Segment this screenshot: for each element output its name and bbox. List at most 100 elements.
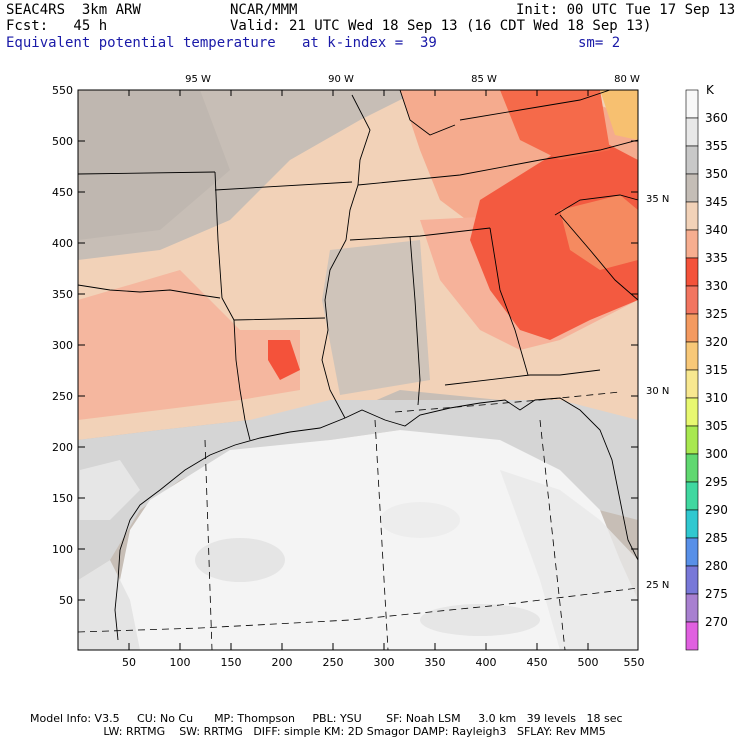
meridian-85w	[539, 419, 566, 650]
x-tick-label: 250	[323, 656, 344, 669]
y-tick-marks	[78, 140, 638, 601]
legend-swatch	[685, 145, 699, 175]
x-tick-marks	[128, 90, 589, 650]
x-tick-label: 300	[374, 656, 395, 669]
legend-level-label: 335	[705, 251, 728, 265]
model-info-line1: Model Info: V3.5 CU: No Cu MP: Thompson …	[30, 712, 623, 725]
lat-label-25n: 25 N	[646, 580, 669, 591]
legend-level-label: 290	[705, 503, 728, 517]
legend-level-label: 315	[705, 363, 728, 377]
parallel-25n	[78, 587, 638, 633]
model-info-line2: LW: RRTMG SW: RRTMG DIFF: simple KM: 2D …	[30, 725, 606, 738]
legend-swatch	[685, 117, 699, 147]
georgia-carolina-border	[554, 194, 638, 216]
x-tick-label: 350	[425, 656, 446, 669]
x-tick-label: 550	[624, 656, 645, 669]
tennessee-north-border	[357, 139, 638, 186]
theta-e-field	[78, 90, 638, 650]
y-tick-label: 50	[59, 594, 73, 607]
mississippi-alabama-border	[409, 235, 421, 406]
legend-level-label: 295	[705, 475, 728, 489]
y-tick-label: 500	[52, 135, 73, 148]
legend-level-label: 285	[705, 531, 728, 545]
x-tick-label: 450	[527, 656, 548, 669]
lon-label-85w: 85 W	[471, 74, 497, 85]
y-tick-label: 250	[52, 390, 73, 403]
lat-label-35n: 35 N	[646, 194, 669, 205]
texas-louisiana-border	[233, 319, 251, 441]
legend-swatch	[685, 453, 699, 483]
color-legend: K 360 355 350 345 340 335 330 325 320 315 310 305 30…	[685, 83, 728, 651]
model-title: SEAC4RS 3km ARW	[6, 2, 141, 18]
florida-georgia-border	[444, 369, 601, 386]
init-time: Init: 00 UTC Tue 17 Sep 13	[516, 2, 736, 18]
mississippi-river	[321, 94, 371, 419]
y-tick-label: 400	[52, 237, 73, 250]
oklahoma-kansas-border	[78, 171, 216, 175]
legend-level-label: 310	[705, 391, 728, 405]
legend-level-label: 355	[705, 139, 728, 153]
parallel-30n	[394, 391, 621, 413]
legend-swatch	[685, 173, 699, 203]
smoothing: sm= 2	[578, 35, 621, 51]
lon-label-80w: 80 W	[614, 74, 640, 85]
x-tick-labels: 50 100 150 200 250 300 350 400 450 500 5…	[122, 656, 645, 669]
forecast-hour: Fcst: 45 h	[6, 18, 108, 34]
latitude-labels: 35 N 30 N 25 N	[646, 194, 669, 591]
legend-swatch	[685, 89, 699, 119]
legend-swatch	[685, 257, 699, 287]
field-name: Equivalent potential temperature	[6, 35, 276, 51]
x-tick-label: 150	[221, 656, 242, 669]
x-tick-label: 400	[476, 656, 497, 669]
missouri-arkansas-border	[214, 181, 353, 191]
legend-swatch	[685, 537, 699, 567]
longitude-labels: 95 W 90 W 85 W 80 W	[185, 74, 640, 85]
y-tick-label: 350	[52, 288, 73, 301]
y-tick-label: 200	[52, 441, 73, 454]
x-tick-label: 100	[170, 656, 191, 669]
red-river-border	[78, 284, 221, 299]
alabama-georgia-border	[489, 227, 529, 376]
legend-labels: 360 355 350 345 340 335 330 325 320 315 310 305 300 2…	[705, 111, 728, 629]
y-tick-label: 150	[52, 492, 73, 505]
legend-swatch	[685, 201, 699, 231]
organization: NCAR/MMM	[230, 2, 298, 18]
political-boundaries	[78, 90, 638, 641]
y-tick-labels: 550 500 450 400 350 300 250 200 150 100 …	[52, 84, 73, 607]
legend-swatch	[685, 565, 699, 595]
legend-swatch	[685, 481, 699, 511]
legend-swatch	[685, 285, 699, 315]
legend-swatch	[685, 621, 699, 651]
legend-swatch	[685, 593, 699, 623]
x-tick-label: 500	[578, 656, 599, 669]
legend-level-label: 300	[705, 447, 728, 461]
legend-swatch	[685, 313, 699, 343]
legend-swatches	[685, 89, 699, 651]
legend-level-label: 325	[705, 307, 728, 321]
mexico-coastline	[114, 549, 121, 641]
legend-swatch	[685, 425, 699, 455]
y-tick-label: 450	[52, 186, 73, 199]
arkansas-louisiana-border	[221, 297, 326, 321]
gulf-coastline	[119, 397, 638, 561]
y-tick-label: 100	[52, 543, 73, 556]
plot-frame	[77, 89, 639, 651]
legend-level-label: 275	[705, 587, 728, 601]
oklahoma-arkansas-border	[214, 171, 223, 299]
lat-label-30n: 30 N	[646, 386, 669, 397]
legend-swatch	[685, 397, 699, 427]
legend-level-label: 305	[705, 419, 728, 433]
lat-lon-grid	[78, 391, 638, 650]
legend-swatch	[685, 341, 699, 371]
legend-level-label: 320	[705, 335, 728, 349]
legend-swatch	[685, 229, 699, 259]
meridian-90w	[374, 419, 389, 650]
legend-unit: K	[706, 83, 715, 97]
legend-level-label: 280	[705, 559, 728, 573]
valid-time: Valid: 21 UTC Wed 18 Sep 13 (16 CDT Wed …	[230, 18, 652, 34]
lon-label-90w: 90 W	[328, 74, 354, 85]
legend-level-label: 350	[705, 167, 728, 181]
legend-level-label: 340	[705, 223, 728, 237]
legend-level-label: 270	[705, 615, 728, 629]
